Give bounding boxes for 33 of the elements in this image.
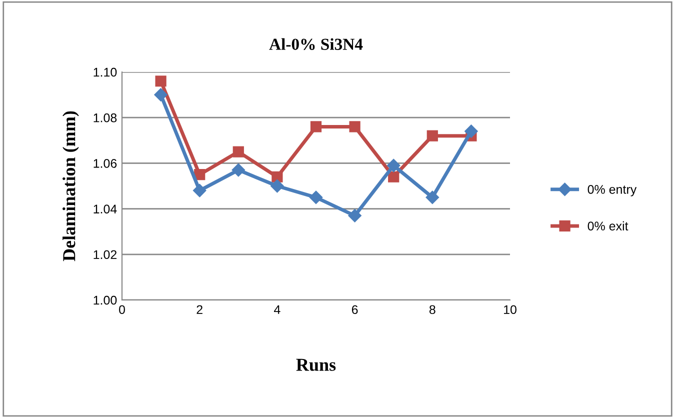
- y-axis-title: Delamination (mm): [62, 111, 79, 262]
- point: [310, 121, 322, 132]
- point: [272, 171, 283, 182]
- point: [387, 158, 400, 172]
- y-tick-label: 1.06: [94, 159, 117, 168]
- point: [426, 130, 438, 142]
- point: [349, 121, 360, 132]
- x-tick-label: 0: [119, 305, 125, 314]
- point: [232, 163, 245, 177]
- x-tick-label: 6: [352, 305, 358, 314]
- y-tick-label: 1.00: [94, 296, 117, 305]
- y-tick-label: 1.10: [94, 68, 117, 77]
- x-tick-label: 8: [429, 305, 436, 314]
- x-tick-label: 4: [274, 305, 280, 314]
- point: [388, 171, 400, 182]
- legend-label: 0% entry: [588, 184, 637, 196]
- x-tick-label: 10: [504, 305, 516, 314]
- chart-title: Al-0% Si3N4: [269, 38, 363, 50]
- point: [154, 88, 168, 102]
- point: [193, 184, 206, 198]
- legend-label: 0% exit: [588, 221, 628, 230]
- point: [464, 124, 478, 138]
- point: [309, 190, 323, 204]
- y-tick-label: 1.08: [94, 113, 117, 122]
- y-tick-label: 1.02: [94, 250, 117, 260]
- point: [348, 209, 362, 222]
- x-axis-title: Runs: [296, 358, 336, 371]
- point: [155, 76, 166, 87]
- point: [270, 179, 284, 193]
- point: [232, 146, 244, 158]
- x-tick-label: 2: [196, 305, 202, 314]
- point: [426, 190, 439, 204]
- y-tick-label: 1.04: [94, 204, 117, 214]
